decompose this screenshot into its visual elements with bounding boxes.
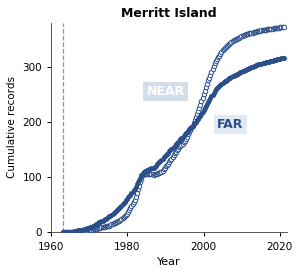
X-axis label: Year: Year (158, 257, 181, 267)
Text: NEAR: NEAR (146, 85, 184, 98)
Text: FAR: FAR (217, 118, 244, 131)
Title: Merritt Island: Merritt Island (122, 7, 217, 20)
Y-axis label: Cumulative records: Cumulative records (7, 76, 17, 178)
